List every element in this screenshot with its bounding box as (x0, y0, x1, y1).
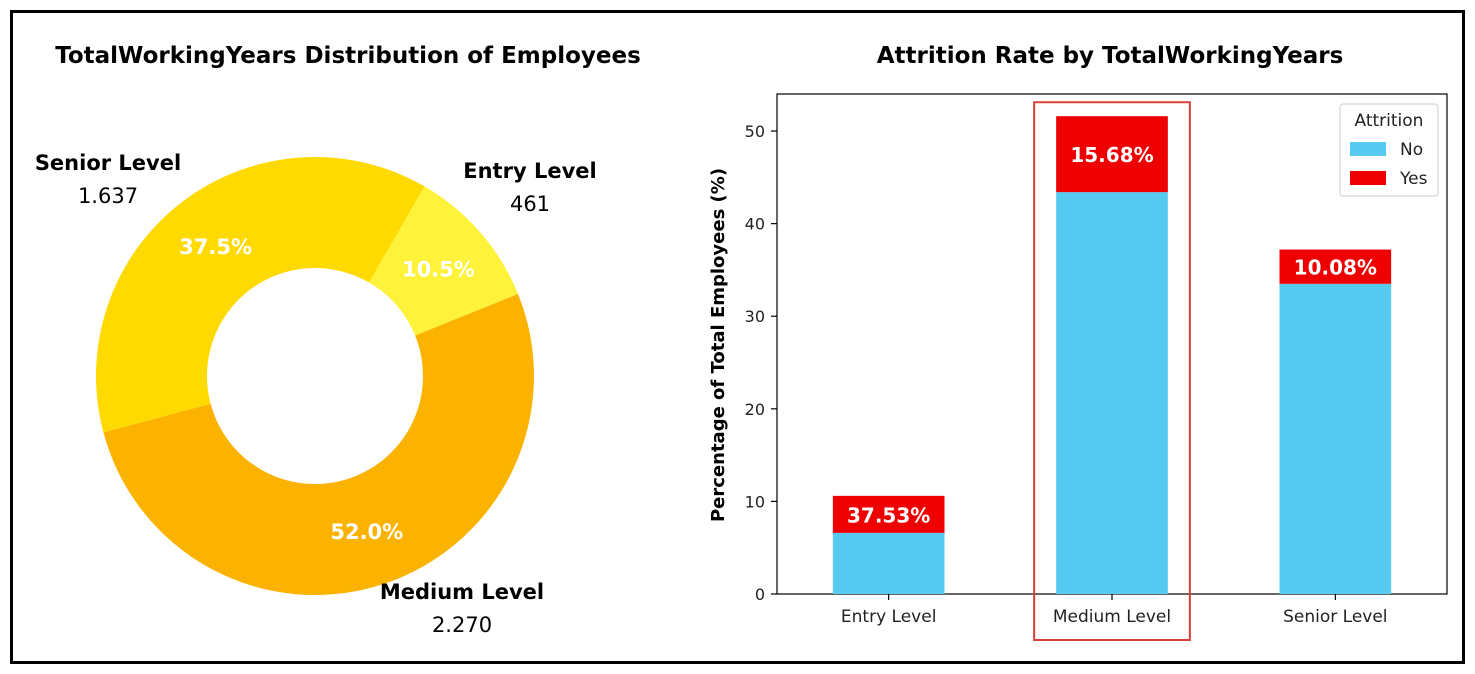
bar-entry-level-yes (832, 495, 945, 533)
legend-title: Attrition (1355, 111, 1424, 131)
donut-chart: 10.5% Entry Level 461 52.0% Medium Level 2.27… (35, 151, 597, 637)
y-tick-label: 30 (745, 307, 765, 326)
donut-category-label-entry-level: Entry Level (463, 159, 596, 183)
y-tick-label: 10 (745, 492, 765, 511)
donut-pct-label-senior-level: 37.5% (179, 235, 252, 259)
bar-label-senior-level: 10.08% (1294, 256, 1377, 280)
donut-pct-label-medium-level: 52.0% (330, 520, 403, 544)
bar-medium-level-no (1056, 192, 1168, 595)
y-tick-label: 0 (755, 585, 765, 604)
donut-title: TotalWorkingYears Distribution of Employ… (55, 43, 641, 69)
x-tick-label-entry-level: Entry Level (841, 607, 937, 627)
y-axis-label: Percentage of Total Employees (%) (708, 168, 729, 522)
highlight-box (1033, 101, 1191, 641)
legend-swatch-yes (1350, 171, 1386, 185)
donut-slice-entry-level (369, 186, 519, 336)
bar-chart: 0 10 20 30 40 50 37.53% Entry Level 15.68% Medium… (745, 93, 1448, 641)
x-tick-label-senior-level: Senior Level (1283, 607, 1387, 627)
legend-label-yes: Yes (1399, 169, 1428, 189)
bar-medium-level-yes (1056, 116, 1168, 193)
donut-value-label-medium-level: 2.270 (432, 613, 492, 637)
legend-label-no: No (1400, 140, 1423, 160)
bar-senior-level-no (1279, 283, 1392, 594)
bar-entry-level-no (832, 532, 945, 594)
donut-pct-label-entry-level: 10.5% (402, 258, 475, 282)
bar-label-medium-level: 15.68% (1070, 143, 1153, 167)
y-tick-label: 20 (745, 400, 765, 419)
donut-value-label-senior-level: 1.637 (78, 184, 138, 208)
donut-value-label-entry-level: 461 (510, 192, 550, 216)
y-tick-label: 40 (745, 215, 765, 234)
donut-slice-senior-level (96, 157, 425, 433)
bar-label-entry-level: 37.53% (847, 503, 930, 527)
donut-slice-medium-level (103, 293, 535, 595)
x-tick-label-medium-level: Medium Level (1053, 607, 1171, 627)
bar-senior-level-yes (1279, 249, 1392, 284)
donut-category-label-senior-level: Senior Level (35, 151, 181, 175)
donut-category-label-medium-level: Medium Level (380, 580, 544, 604)
y-tick-label: 50 (745, 122, 765, 141)
bar-title: Attrition Rate by TotalWorkingYears (877, 43, 1344, 69)
legend-swatch-no (1350, 142, 1386, 156)
